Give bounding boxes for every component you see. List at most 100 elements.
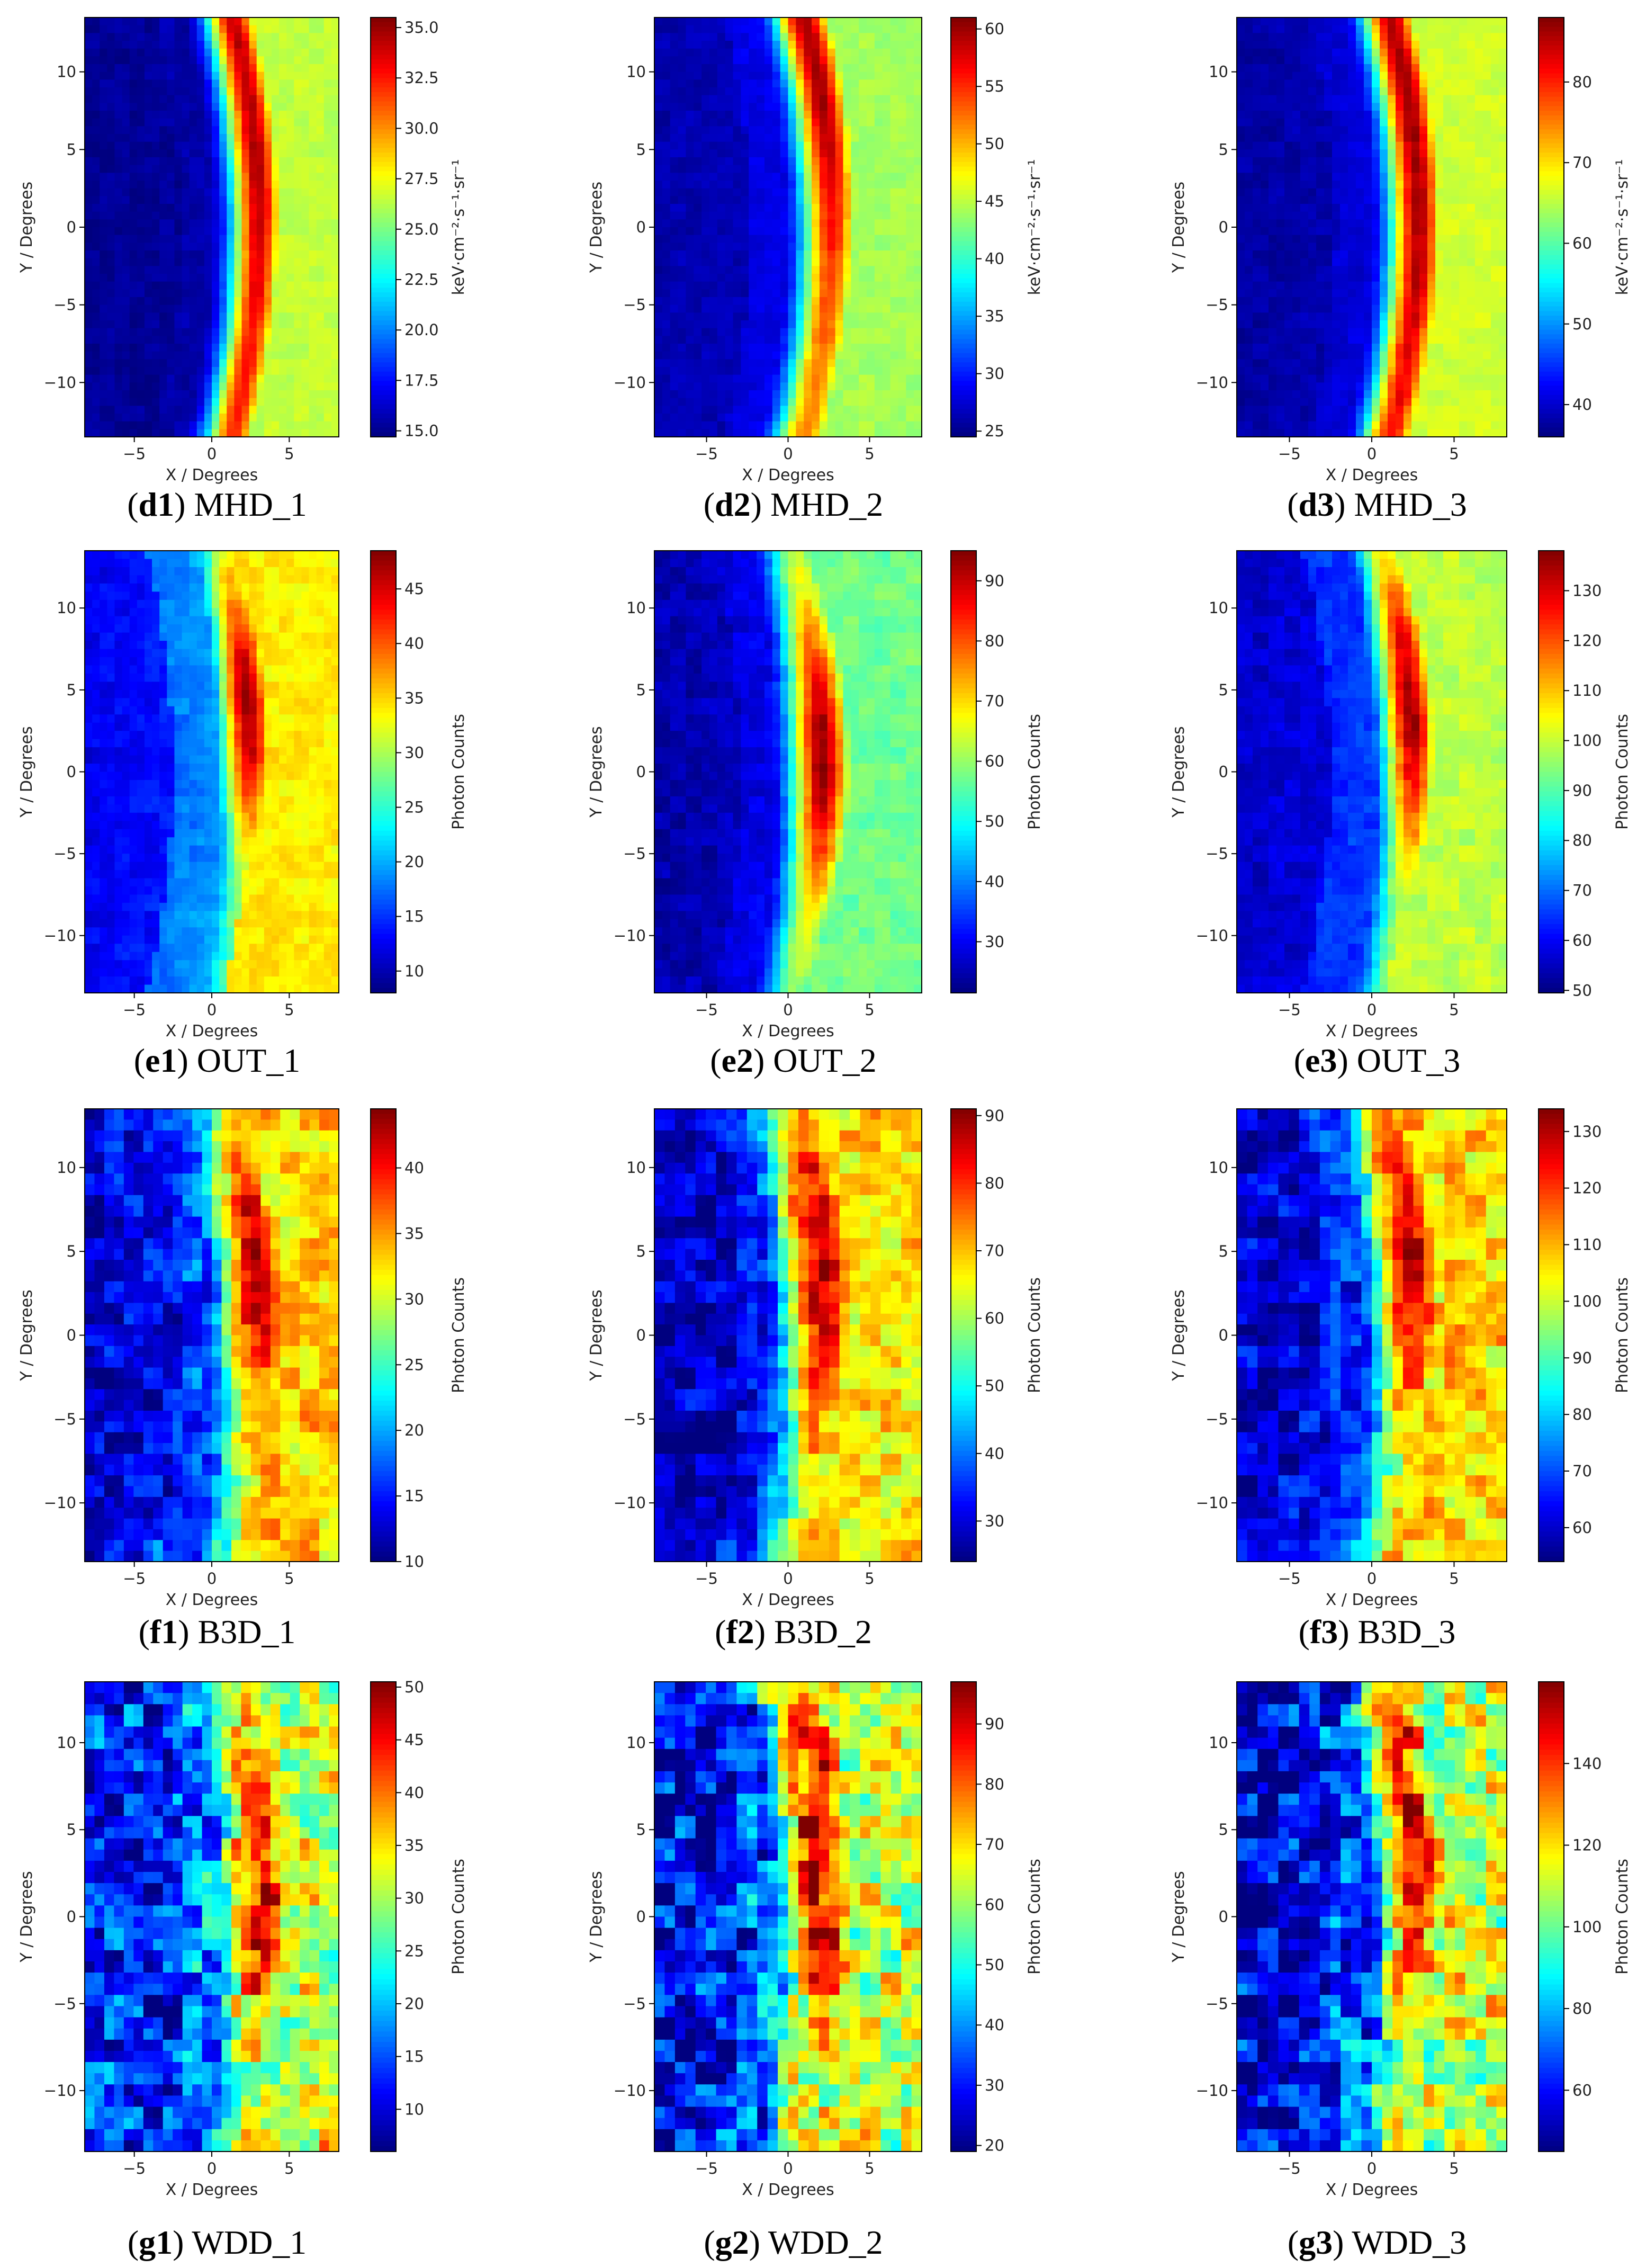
heatmap-cell bbox=[835, 243, 844, 251]
heatmap-cell bbox=[1451, 165, 1460, 174]
heatmap-cell bbox=[294, 266, 302, 274]
heatmap-cell bbox=[859, 157, 867, 166]
heatmap-cell bbox=[1396, 157, 1404, 166]
heatmap-cell bbox=[741, 87, 750, 96]
heatmap-cell bbox=[182, 71, 190, 80]
heatmap-cell bbox=[264, 243, 272, 251]
heatmap-cell bbox=[898, 56, 907, 65]
heatmap-cell bbox=[196, 211, 205, 220]
heatmap-cell bbox=[1451, 41, 1460, 49]
heatmap-cell bbox=[772, 79, 781, 88]
heatmap-cell bbox=[694, 181, 702, 189]
heatmap-cell bbox=[835, 328, 844, 337]
heatmap-cell bbox=[174, 406, 183, 414]
heatmap-cell bbox=[733, 281, 742, 290]
heatmap-cell bbox=[212, 359, 220, 367]
heatmap-cell bbox=[772, 243, 781, 251]
heatmap-cell bbox=[182, 406, 190, 414]
heatmap-cell bbox=[152, 64, 160, 73]
heatmap-cell bbox=[227, 312, 235, 321]
heatmap-cell bbox=[294, 304, 302, 313]
heatmap-cell bbox=[874, 320, 883, 329]
heatmap-cell bbox=[152, 41, 160, 49]
heatmap-cell bbox=[678, 33, 687, 41]
heatmap-cell bbox=[92, 359, 101, 367]
heatmap-cell bbox=[1475, 111, 1483, 119]
heatmap-cell bbox=[234, 79, 242, 88]
heatmap-cell bbox=[1483, 173, 1491, 181]
heatmap-cell bbox=[851, 41, 859, 49]
heatmap-cell bbox=[249, 289, 257, 298]
heatmap-cell bbox=[174, 359, 183, 367]
heatmap-cell bbox=[264, 41, 272, 49]
colorbar-tick-label: 50 bbox=[985, 135, 1004, 153]
heatmap-cell bbox=[827, 118, 836, 127]
heatmap-cell bbox=[234, 367, 242, 375]
heatmap-cell bbox=[1499, 181, 1507, 189]
heatmap-cell bbox=[1253, 118, 1261, 127]
heatmap-cell bbox=[85, 421, 93, 430]
heatmap-cell bbox=[835, 359, 844, 367]
heatmap-cell bbox=[670, 406, 679, 414]
heatmap-cell bbox=[1372, 103, 1380, 111]
heatmap-cell bbox=[100, 351, 108, 360]
heatmap-cell bbox=[122, 297, 130, 306]
heatmap-cell bbox=[234, 211, 242, 220]
heatmap-cell bbox=[286, 149, 295, 158]
heatmap-cell bbox=[678, 351, 687, 360]
heatmap-cell bbox=[309, 149, 317, 158]
heatmap-cell bbox=[331, 421, 339, 430]
heatmap-cell bbox=[804, 328, 812, 337]
colorbar-segment bbox=[951, 101, 976, 106]
heatmap-cell bbox=[219, 235, 228, 244]
heatmap-cell bbox=[835, 274, 844, 282]
heatmap-cell bbox=[898, 181, 907, 189]
heatmap-cell bbox=[867, 421, 875, 430]
heatmap-cell bbox=[114, 421, 123, 430]
heatmap-cell bbox=[204, 367, 212, 375]
heatmap-cell bbox=[204, 134, 212, 142]
heatmap-cell bbox=[890, 328, 899, 337]
heatmap-cell bbox=[137, 374, 145, 383]
heatmap-cell bbox=[167, 235, 175, 244]
heatmap-cell bbox=[144, 165, 152, 174]
heatmap-cell bbox=[1427, 188, 1436, 197]
heatmap-cell bbox=[122, 165, 130, 174]
heatmap-cell bbox=[914, 111, 922, 119]
heatmap-cell bbox=[182, 274, 190, 282]
heatmap-cell bbox=[256, 328, 265, 337]
heatmap-cell bbox=[1316, 243, 1325, 251]
heatmap-cell bbox=[812, 134, 820, 142]
heatmap-cell bbox=[914, 71, 922, 80]
heatmap-cell bbox=[137, 211, 145, 220]
colorbar-segment bbox=[371, 190, 396, 195]
heatmap-cell bbox=[890, 219, 899, 228]
heatmap-cell bbox=[804, 414, 812, 422]
heatmap-cell bbox=[174, 118, 183, 127]
heatmap-cell bbox=[1427, 211, 1436, 220]
heatmap-cell bbox=[914, 390, 922, 399]
heatmap-cell bbox=[309, 41, 317, 49]
heatmap-cell bbox=[286, 414, 295, 422]
heatmap-cell bbox=[819, 173, 828, 181]
heatmap-cell bbox=[114, 258, 123, 267]
heatmap-cell bbox=[757, 406, 765, 414]
heatmap-cell bbox=[174, 64, 183, 73]
heatmap-cell bbox=[1427, 235, 1436, 244]
heatmap-cell bbox=[323, 188, 332, 197]
heatmap-cell bbox=[859, 281, 867, 290]
heatmap-cell bbox=[859, 141, 867, 150]
colorbar-segment bbox=[371, 255, 396, 261]
heatmap-cell bbox=[219, 336, 228, 344]
heatmap-cell bbox=[152, 33, 160, 41]
heatmap-cell bbox=[1356, 41, 1364, 49]
heatmap-cell bbox=[1340, 48, 1348, 57]
heatmap-cell bbox=[1380, 79, 1388, 88]
heatmap-cell bbox=[678, 359, 687, 367]
heatmap-cell bbox=[264, 173, 272, 181]
heatmap-cell bbox=[906, 134, 914, 142]
heatmap-cell bbox=[859, 328, 867, 337]
heatmap-cell bbox=[701, 320, 710, 329]
heatmap-cell bbox=[301, 336, 310, 344]
heatmap-cell bbox=[749, 344, 757, 352]
